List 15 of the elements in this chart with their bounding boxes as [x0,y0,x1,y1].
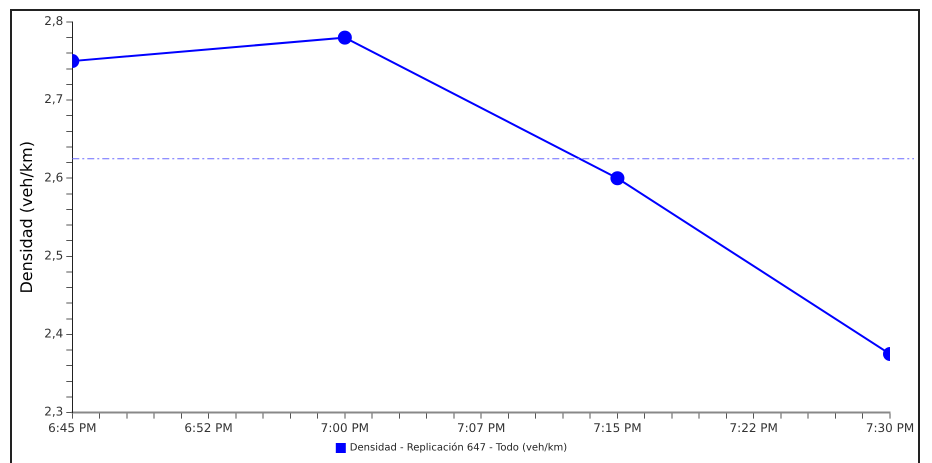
x-tick-label: 7:07 PM [456,420,506,435]
x-tick-label: 7:30 PM [866,420,914,435]
y-tick-label: 2,6 [44,170,64,184]
x-tick-label: 7:15 PM [593,420,642,435]
y-axis-title: Densidad (veh/km) [16,141,36,294]
x-tick-label: 6:45 PM [48,420,96,435]
y-tick-label: 2,8 [44,14,64,28]
x-tick-label: 7:22 PM [730,420,778,435]
y-tick-label: 2,5 [44,248,64,262]
legend-label: Densidad - Replicación 647 - Todo (veh/km) [350,442,568,454]
x-tick-label: 7:00 PM [320,420,370,435]
x-tick-label: 6:52 PM [184,420,233,435]
y-tick-label: 2,4 [44,326,64,341]
y-tick-label: 2,3 [44,404,64,419]
y-tick-label: 2,7 [44,92,64,106]
